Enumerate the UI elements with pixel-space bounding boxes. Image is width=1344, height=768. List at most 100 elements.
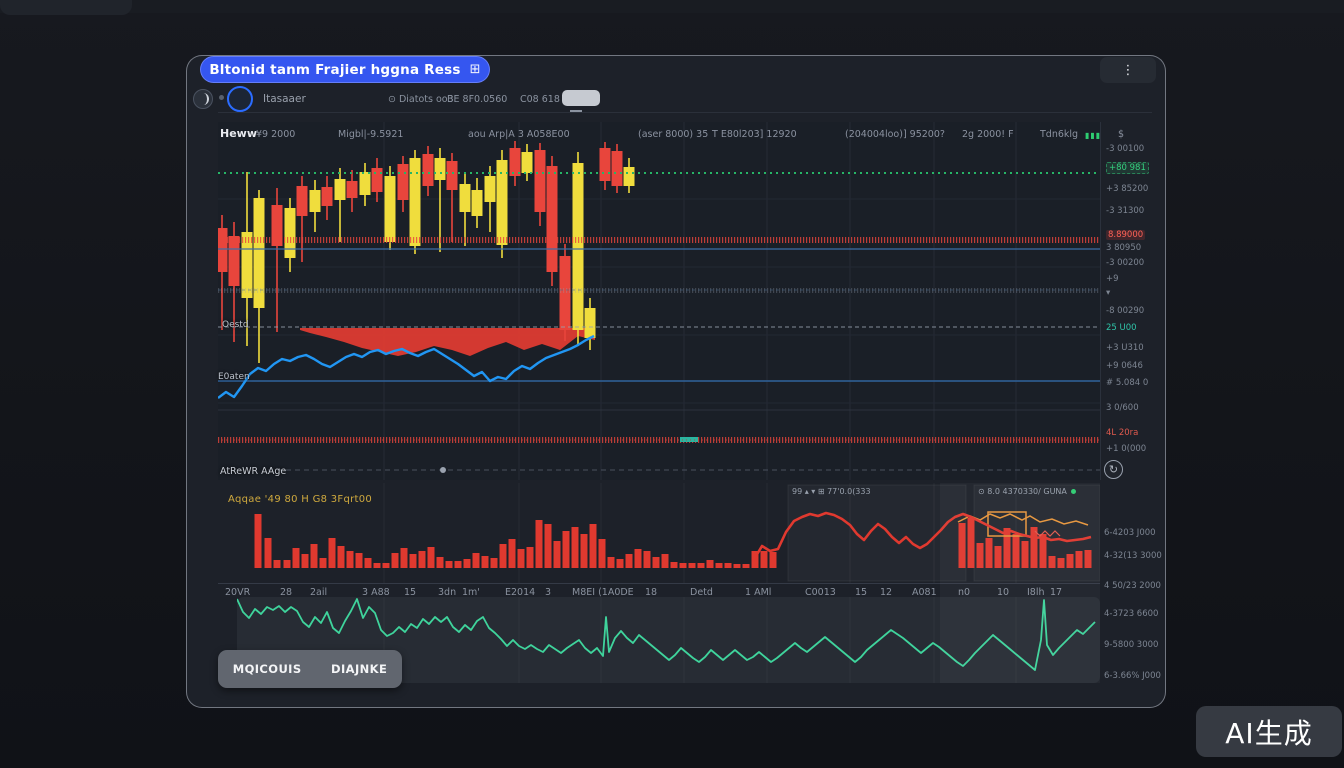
chart-stats-row: Heww ¥9 2000 Migbl|-9.5921 aou Arp|A 3 A058… [218, 122, 1124, 146]
top-strip [0, 0, 1344, 13]
time-axis-label: n0 [958, 587, 971, 598]
time-axis-label: 3 A88 [362, 587, 390, 598]
toolbar-divider [218, 112, 1152, 113]
time-axis-label: 17 [1050, 587, 1063, 598]
price-axis-label: 4-32(13 3000 [1104, 551, 1162, 561]
ai-generated-watermark: AI生成 [1196, 706, 1342, 757]
orange-line [957, 513, 1089, 526]
stat-item: Heww [220, 127, 257, 140]
stat-item: (aser 8000) 35 [638, 129, 709, 140]
symbol-banner-button[interactable]: Bltonid tanm Frajier hggna Ress ⊞ [200, 56, 490, 83]
time-axis-label: 1m' [462, 587, 480, 598]
price-level-label-1: Oestd [222, 320, 249, 330]
time-axis-label: C0013 [805, 587, 836, 598]
price-axis-label: 9-5800 3000 [1104, 640, 1159, 650]
toolbar-chip[interactable] [562, 90, 600, 106]
price-axis-label: -8 00290 [1106, 306, 1145, 316]
overlay-panel [787, 484, 967, 582]
stat-item: ▮▮▮ [1085, 131, 1102, 140]
vertical-dots-icon: ⋮ [1121, 62, 1135, 78]
price-axis-label: +3 85200 [1106, 184, 1149, 194]
stat-item: ¥9 2000 [256, 129, 296, 140]
secondary-price-axis: 6-4203 J000 4-32(13 3000 4 50/23 2000 4-372… [1100, 483, 1162, 683]
candlestick-chart-svg [218, 122, 1100, 480]
volume-bars [254, 514, 1092, 568]
volume-indicator-pane[interactable]: Aqqae '49 80 H G8 3Fqrt00 99 ▴ ▾ ⊞ 77'0.… [218, 483, 1100, 583]
time-axis[interactable]: 20VR 28 2ail 3 A88 15 3dn 1m' E2014 3 M8EI (1A0DE… [218, 583, 1100, 599]
price-axis-label: -3 00100 [1106, 144, 1145, 154]
time-axis-label: A081 [912, 587, 937, 598]
price-axis-label: +3 U310 [1106, 343, 1144, 353]
price-axis-label: 6-3.66% J000 [1104, 671, 1161, 681]
stat-item: Tdn6klg [1040, 129, 1079, 140]
oscillator-line [237, 598, 1096, 671]
stat-item: Migbl|-9.5921 [338, 129, 404, 140]
toolbar-stat: C08 618 0045 [520, 94, 588, 105]
time-axis-label: 3dn [438, 587, 457, 598]
price-axis[interactable]: -3 00100 +80 981 +3 85200 -3 31300 8.89000 3 … [1100, 122, 1157, 480]
price-axis-label: # 5.084 0 [1106, 378, 1149, 388]
price-axis-label: 4 50/23 2000 [1104, 581, 1161, 591]
time-axis-label: Detd [690, 587, 713, 598]
time-axis-label: M8EI (1A0DE [572, 587, 634, 598]
right-action-button[interactable]: DIAJNKE [331, 662, 388, 676]
price-axis-label: 4-3723 6600 [1104, 609, 1159, 619]
refresh-icon[interactable]: ↻ [1104, 460, 1123, 479]
toolbar-dot-icon [219, 95, 224, 100]
stat-item: aou Arp|A 3 A058E00 [468, 129, 570, 140]
volume-chart-svg [254, 483, 1100, 583]
price-chart-pane[interactable]: Heww ¥9 2000 Migbl|-9.5921 aou Arp|A 3 A058… [218, 122, 1124, 480]
toolbar-logo-icon[interactable] [193, 89, 213, 109]
toolbar-symbol-label: Itasaaer [263, 93, 306, 105]
stat-item: (204004loo)] 95200? [845, 129, 945, 140]
orange-annotation-box [987, 511, 1027, 537]
more-menu-button[interactable]: ⋮ [1100, 57, 1156, 83]
stat-item: $ [1118, 129, 1125, 140]
indicator-footer-label: AtReWR AAge [220, 466, 287, 477]
watchlist-radio-icon[interactable] [227, 86, 253, 112]
price-axis-label: 8.89000 [1106, 230, 1146, 240]
bottom-button-group: MQICOUIS DIAJNKE [218, 650, 402, 688]
signal-line [751, 511, 1092, 562]
indicator-header-label: Aqqae '49 80 H G8 3Fqrt00 [228, 494, 373, 505]
teal-marker [680, 437, 698, 442]
overlay2-header: ⊙ 8.0 4370330/ GUNA [978, 487, 1076, 496]
stat-item: T E80l203] 12920 [712, 129, 797, 140]
time-axis-label: 20VR [225, 587, 251, 598]
price-axis-label: -3 00200 [1106, 258, 1145, 268]
price-axis-label: -3 31300 [1106, 206, 1145, 216]
candles [218, 141, 635, 363]
price-axis-label: 4L 20ra [1106, 428, 1139, 438]
status-dot-icon [1070, 489, 1076, 494]
price-axis-label: +9 0646 [1106, 361, 1143, 371]
keyboard-icon: ⊞ [469, 62, 481, 77]
price-axis-label: +9 [1106, 274, 1119, 284]
time-axis-label: I8lh [1027, 587, 1045, 598]
top-left-tab [0, 0, 132, 15]
time-axis-label: E2014 [505, 587, 536, 598]
time-axis-label: 10 [997, 587, 1010, 598]
time-axis-label: 3 [545, 587, 552, 598]
time-axis-label: 1 AMl [745, 587, 772, 598]
price-axis-label: +1 0(000 [1106, 444, 1147, 454]
time-axis-label: 2ail [310, 587, 328, 598]
price-axis-label: 3 0/600 [1106, 403, 1139, 413]
time-axis-label: 28 [280, 587, 293, 598]
time-axis-label: 18 [645, 587, 658, 598]
separator-thumb [440, 467, 446, 473]
toolbar-stat: ⊙ Diatots oo3 [388, 94, 454, 105]
oscillator-chart-svg [237, 597, 1096, 683]
red-cloud-area [300, 328, 595, 356]
price-axis-label: 3 80950 [1106, 243, 1142, 253]
overlay1-header: 99 ▴ ▾ ⊞ 77'0.0(333 [792, 487, 871, 496]
time-axis-label: 12 [880, 587, 893, 598]
price-axis-label: 25 U00 [1106, 323, 1137, 333]
ma-line [218, 334, 595, 399]
time-axis-label: 15 [404, 587, 417, 598]
stat-item: 2g 2000! F [962, 129, 1014, 140]
time-axis-label: 15 [855, 587, 868, 598]
toolbar-stat: BE 8F0.0560 [447, 94, 508, 105]
symbol-banner-label: Bltonid tanm Frajier hggna Ress [209, 61, 461, 78]
left-action-button[interactable]: MQICOUIS [232, 662, 302, 676]
